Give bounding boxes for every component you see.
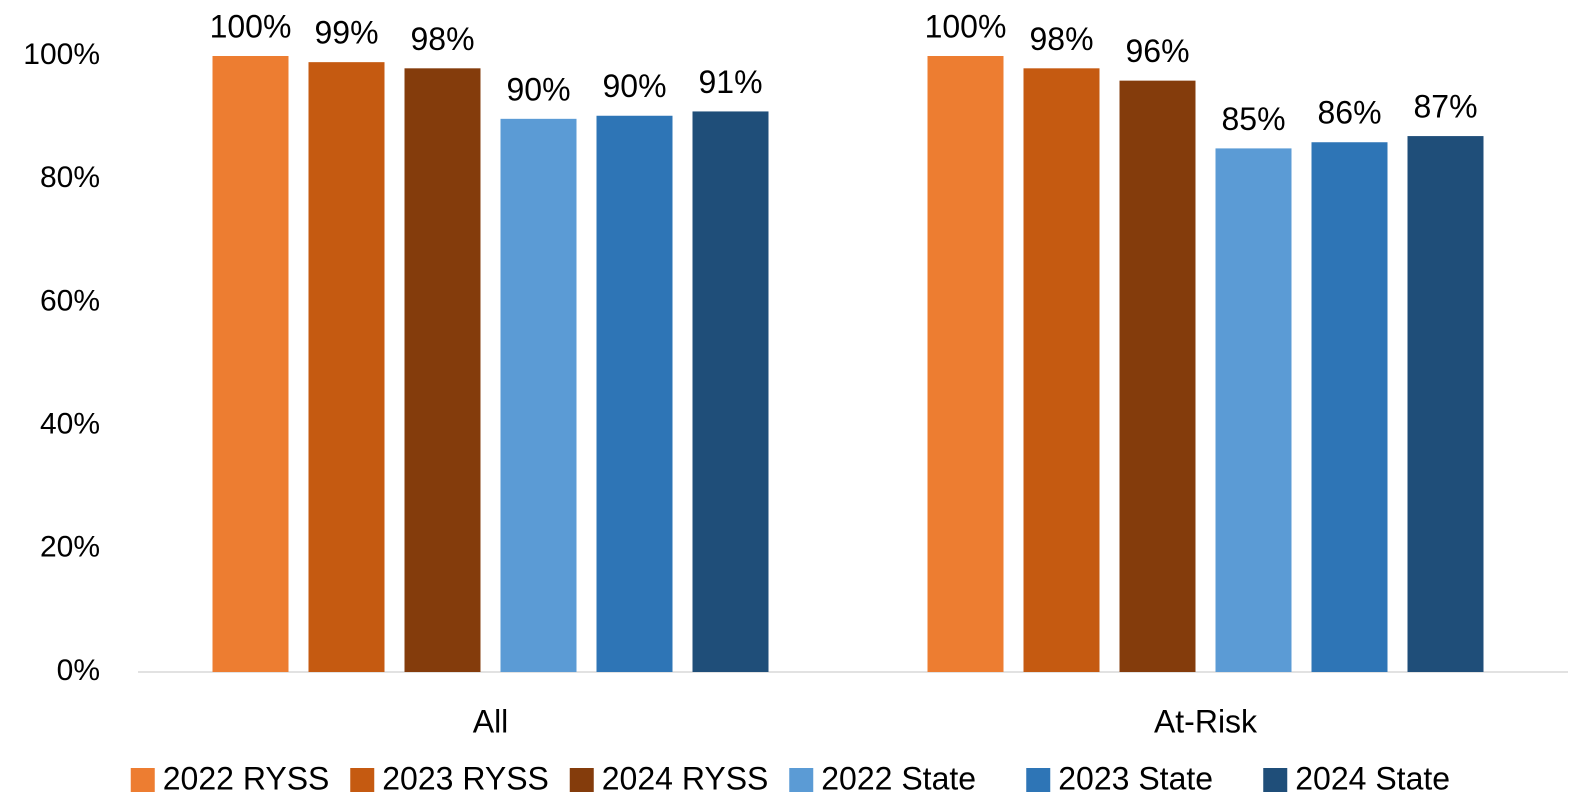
legend-swatch (350, 768, 375, 792)
bar (212, 56, 289, 672)
bar (308, 62, 385, 673)
bar (692, 111, 769, 672)
legend-swatch (1026, 768, 1051, 792)
legend-label: 2024 State (1295, 760, 1450, 796)
data-label: 86% (1317, 95, 1381, 131)
bar (596, 115, 673, 672)
data-label: 96% (1125, 33, 1189, 69)
bar (1215, 148, 1292, 672)
data-label: 98% (410, 21, 474, 57)
legend-label: 2022 State (821, 760, 976, 796)
y-tick-label: 60% (40, 284, 100, 317)
bar (500, 118, 577, 672)
legend-swatch (789, 768, 814, 792)
bar (927, 56, 1004, 672)
bar (1023, 68, 1100, 672)
data-label: 90% (506, 71, 570, 107)
data-label: 91% (698, 64, 762, 100)
data-label: 87% (1413, 89, 1477, 125)
legend-label: 2023 State (1058, 760, 1213, 796)
y-tick-label: 40% (40, 408, 100, 441)
x-tick-label: At-Risk (1154, 703, 1258, 739)
data-label: 98% (1029, 21, 1093, 57)
data-label: 100% (210, 8, 292, 44)
y-tick-label: 20% (40, 531, 100, 564)
legend-swatch (569, 768, 594, 792)
legend-swatch (1263, 768, 1288, 792)
bar (1407, 136, 1484, 672)
data-label: 99% (314, 15, 378, 51)
y-tick-label: 100% (23, 38, 100, 71)
bar (1311, 142, 1388, 673)
legend-swatch (130, 768, 155, 792)
data-label: 100% (925, 8, 1007, 44)
x-tick-label: All (473, 703, 509, 739)
y-tick-label: 80% (40, 161, 100, 194)
bar (1119, 80, 1196, 672)
y-tick-label: 0% (57, 654, 100, 687)
legend-label: 2023 RYSS (382, 760, 549, 796)
data-label: 90% (602, 68, 666, 104)
legend-label: 2022 RYSS (163, 760, 330, 796)
data-label: 85% (1221, 101, 1285, 137)
legend-label: 2024 RYSS (602, 760, 769, 796)
bar (404, 68, 481, 672)
